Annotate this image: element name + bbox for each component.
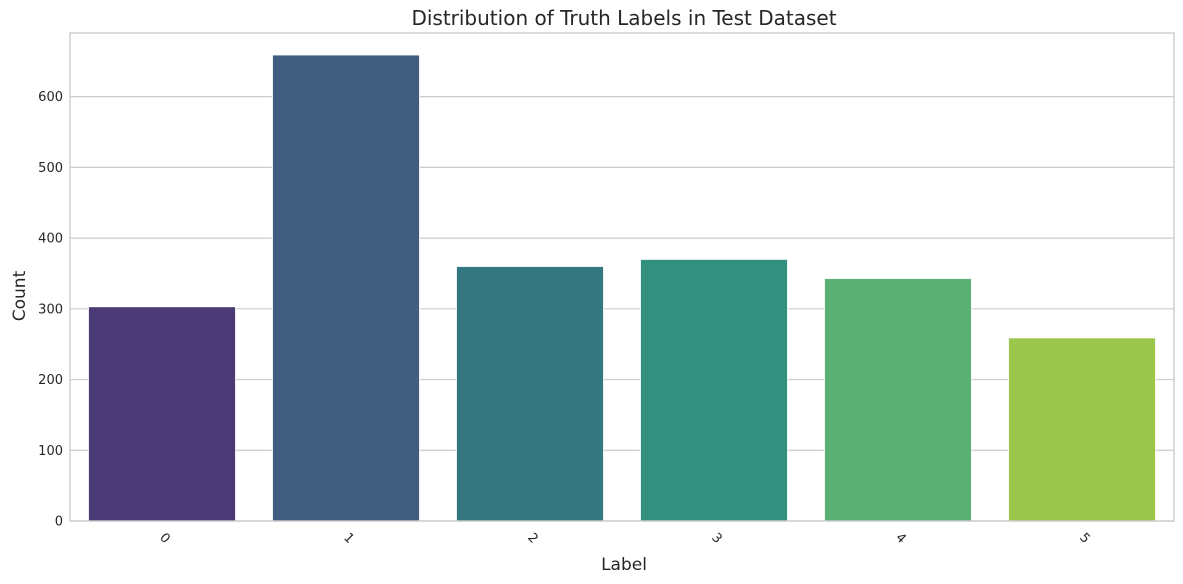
bars bbox=[87, 54, 1157, 522]
y-tick-label: 300 bbox=[38, 302, 63, 317]
x-tick-labels: 0 1 2 3 4 5 bbox=[156, 530, 1092, 546]
y-gridlines bbox=[70, 96, 1174, 522]
x-tick-label: 0 bbox=[156, 530, 172, 546]
x-tick-label: 4 bbox=[892, 530, 908, 546]
y-axis-label: Count bbox=[10, 270, 30, 321]
y-tick-label: 500 bbox=[38, 161, 63, 176]
y-tick-label: 600 bbox=[38, 90, 63, 105]
chart-title: Distribution of Truth Labels in Test Dat… bbox=[411, 6, 836, 30]
y-tick-label: 0 bbox=[55, 515, 63, 530]
x-tick-label: 3 bbox=[708, 530, 724, 546]
y-tick-label: 100 bbox=[38, 444, 63, 459]
bar-label-4 bbox=[823, 277, 973, 522]
x-axis-label: Label bbox=[601, 555, 647, 575]
y-tick-label: 400 bbox=[38, 232, 63, 247]
bar-label-5 bbox=[1007, 337, 1157, 522]
x-tick-label: 1 bbox=[340, 530, 356, 546]
x-tick-label: 2 bbox=[524, 530, 540, 546]
y-tick-labels: 0 100 200 300 400 500 600 bbox=[38, 90, 63, 529]
bar-label-0 bbox=[87, 306, 237, 522]
y-tick-label: 200 bbox=[38, 373, 63, 388]
bar-label-2 bbox=[455, 265, 605, 522]
plot-frame bbox=[69, 32, 1175, 522]
bar-label-1 bbox=[271, 54, 421, 522]
bar-label-3 bbox=[639, 258, 789, 522]
x-tick-label: 5 bbox=[1076, 530, 1092, 546]
